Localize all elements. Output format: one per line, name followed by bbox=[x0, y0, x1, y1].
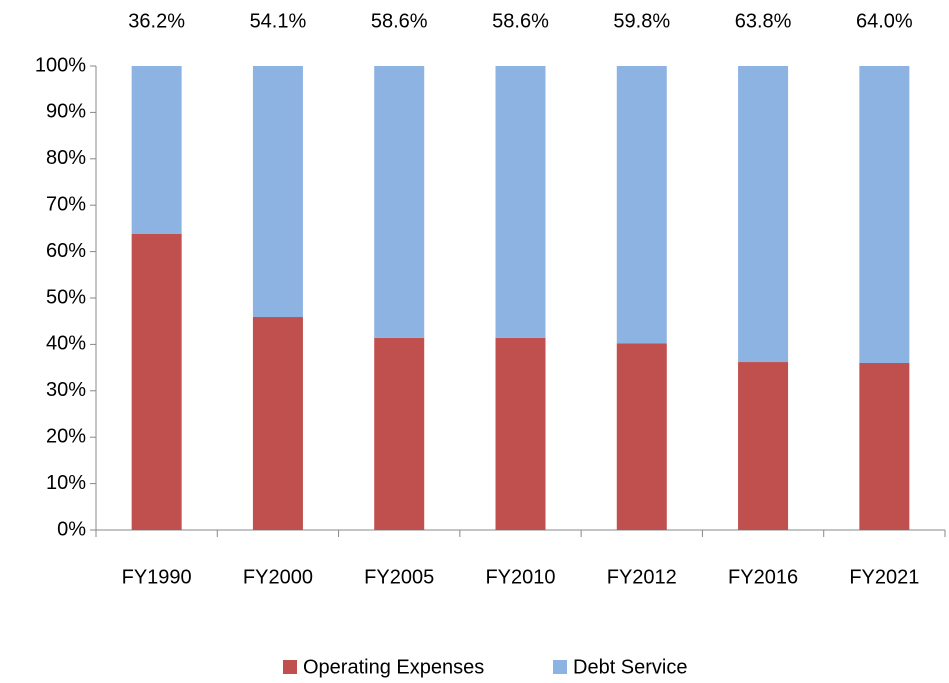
y-tick-label: 50% bbox=[46, 286, 86, 308]
y-tick-label: 90% bbox=[46, 101, 86, 123]
y-tick-label: 40% bbox=[46, 333, 86, 355]
bar-segment bbox=[738, 66, 789, 363]
x-tick-label: FY2021 bbox=[849, 566, 919, 588]
bar-segment bbox=[859, 362, 910, 530]
bar-segment bbox=[616, 66, 667, 344]
x-tick-label: FY2016 bbox=[728, 566, 798, 588]
x-tick-label: FY2005 bbox=[364, 566, 434, 588]
value-label: 58.6% bbox=[371, 10, 428, 32]
x-tick-label: FY1990 bbox=[122, 566, 192, 588]
y-tick-label: 80% bbox=[46, 147, 86, 169]
legend-label: Debt Service bbox=[573, 656, 688, 678]
bar-segment bbox=[616, 343, 667, 530]
y-tick-label: 20% bbox=[46, 425, 86, 447]
x-tick-label: FY2000 bbox=[243, 566, 313, 588]
value-label: 36.2% bbox=[128, 10, 185, 32]
legend-swatch bbox=[553, 660, 567, 674]
value-label: 54.1% bbox=[250, 10, 307, 32]
legend-swatch bbox=[283, 660, 297, 674]
value-label: 63.8% bbox=[735, 10, 792, 32]
legend-label: Operating Expenses bbox=[303, 656, 484, 678]
value-label: 58.6% bbox=[492, 10, 549, 32]
x-tick-label: FY2012 bbox=[607, 566, 677, 588]
y-tick-label: 30% bbox=[46, 379, 86, 401]
bar-segment bbox=[738, 362, 789, 530]
bar-segment bbox=[495, 66, 546, 338]
bar-segment bbox=[374, 337, 425, 530]
bar-segment bbox=[131, 233, 182, 530]
bar-segment bbox=[252, 317, 303, 530]
bar-segment bbox=[252, 66, 303, 318]
y-tick-label: 0% bbox=[57, 518, 86, 540]
bar-segment bbox=[374, 66, 425, 338]
y-tick-label: 60% bbox=[46, 240, 86, 262]
y-tick-label: 10% bbox=[46, 472, 86, 494]
bar-segment bbox=[859, 66, 910, 363]
x-tick-label: FY2010 bbox=[485, 566, 555, 588]
bar-segment bbox=[131, 66, 182, 234]
y-tick-label: 100% bbox=[35, 54, 86, 76]
value-label: 59.8% bbox=[613, 10, 670, 32]
y-tick-label: 70% bbox=[46, 193, 86, 215]
value-label: 64.0% bbox=[856, 10, 913, 32]
bar-segment bbox=[495, 337, 546, 530]
